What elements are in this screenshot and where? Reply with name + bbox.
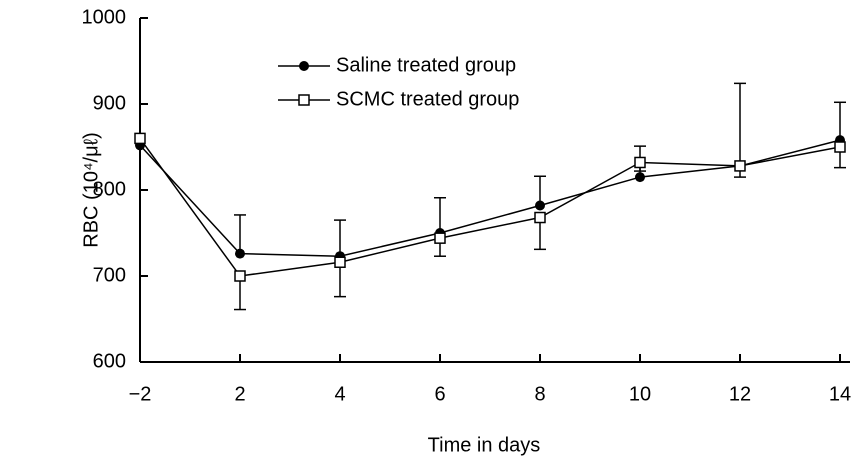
data-point: [634, 156, 646, 169]
y-axis-label: RBC (10⁴/μℓ): [80, 132, 102, 248]
error-bar: [334, 219, 346, 257]
error-bar: [434, 196, 446, 233]
data-point: [535, 200, 545, 211]
data-point: [534, 211, 546, 224]
legend-label: Saline treated group: [336, 54, 516, 76]
error-bar: [834, 101, 846, 141]
x-tick-label: −2: [129, 383, 152, 405]
x-tick-label: 12: [729, 383, 751, 405]
y-tick-label: 600: [93, 350, 126, 372]
data-point: [235, 248, 245, 259]
error-bar: [734, 82, 746, 166]
data-point: [734, 160, 746, 172]
legend-marker: [298, 94, 310, 106]
x-tick-label: 2: [234, 383, 245, 405]
y-tick-label: 1000: [82, 6, 127, 28]
x-tick-label: 6: [434, 383, 445, 405]
y-tick-label: 700: [93, 264, 126, 286]
x-axis-label: Time in days: [428, 434, 541, 456]
data-point: [234, 270, 246, 282]
x-tick-label: 8: [534, 383, 545, 405]
data-point: [834, 141, 846, 153]
x-tick-label: 10: [629, 383, 651, 405]
legend-marker: [299, 61, 309, 71]
series-line: [139, 137, 841, 277]
series-line: [139, 139, 841, 257]
y-tick-label: 800: [93, 178, 126, 200]
y-tick-label: 900: [93, 92, 126, 114]
data-point: [334, 256, 346, 268]
x-tick-label: 14: [829, 383, 851, 405]
x-tick-label: 4: [334, 383, 345, 405]
data-point: [134, 132, 146, 145]
error-bar: [234, 214, 246, 254]
data-point: [635, 172, 645, 183]
data-point: [434, 232, 446, 244]
legend-label: SCMC treated group: [336, 88, 519, 110]
